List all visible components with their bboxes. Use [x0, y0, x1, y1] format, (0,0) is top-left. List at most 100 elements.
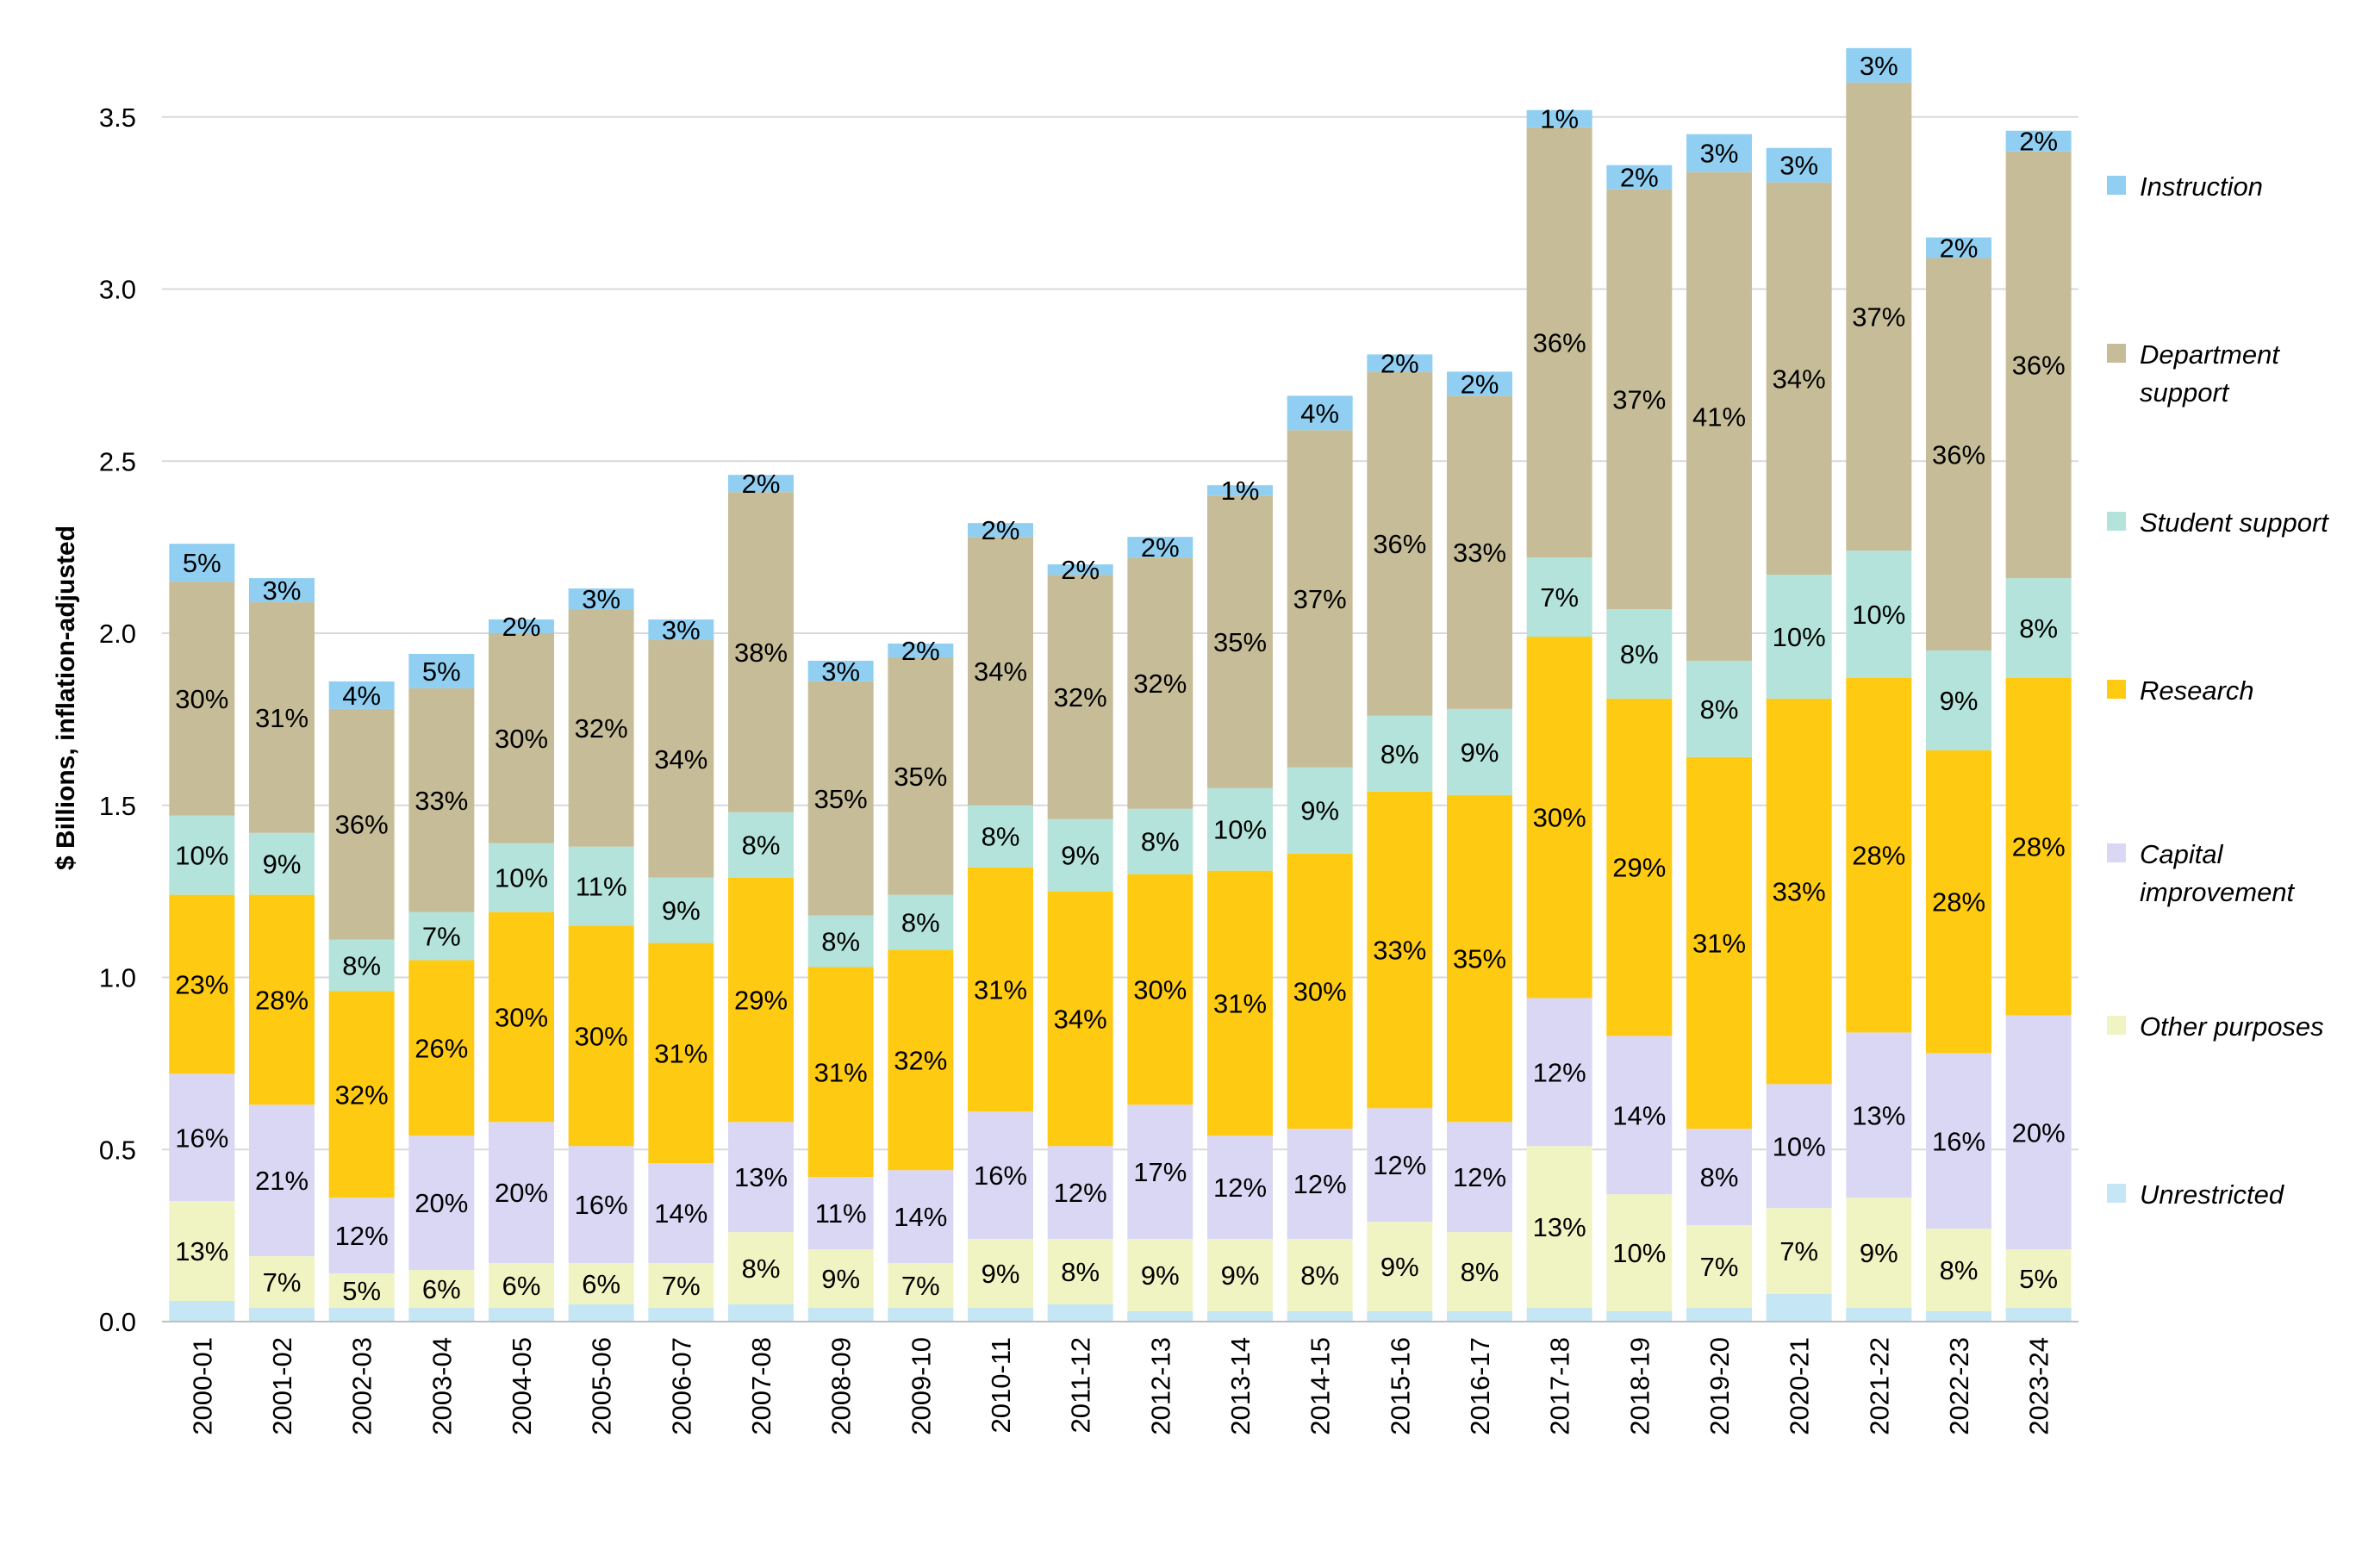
bar-segment — [1207, 495, 1273, 788]
bar-segment — [249, 832, 315, 895]
bar-segment — [888, 643, 954, 657]
bar-segment — [1287, 395, 1353, 431]
bar-segment — [1766, 1084, 1832, 1209]
bar-segment — [1207, 787, 1273, 871]
bar-segment — [169, 1301, 235, 1322]
data-label: 34% — [974, 656, 1027, 687]
data-label: 8% — [1380, 739, 1419, 769]
bar-segment — [1926, 750, 1991, 1054]
data-label: 33% — [1373, 936, 1426, 966]
legend-item: Unrestricted — [2107, 1176, 2355, 1214]
bar-segment — [1526, 109, 1592, 128]
bar-segment — [1926, 650, 1991, 750]
data-label: 9% — [662, 896, 701, 926]
bar-segment — [408, 912, 475, 961]
bar-segment — [1526, 1146, 1592, 1309]
data-labels: 13% 16% 23% 10% 30% 5% 7% 21% 28% 9% 31% 3% 5% 12% 32%… — [175, 51, 2065, 1306]
bar-segment — [568, 1263, 634, 1305]
data-label: 9% — [1940, 686, 1979, 716]
bar-segment — [1846, 1032, 1912, 1198]
data-label: 35% — [814, 784, 868, 814]
bar-segment — [1766, 1294, 1832, 1322]
bar-segment — [1287, 1239, 1353, 1312]
bar-segment — [1926, 258, 1991, 650]
x-tick-label: 2017-18 — [1545, 1337, 1575, 1435]
data-label: 9% — [1141, 1260, 1180, 1291]
bar-segment — [1846, 1198, 1912, 1309]
data-label: 36% — [2012, 350, 2066, 380]
bar-segment — [968, 1111, 1033, 1240]
bar-segment — [1207, 1136, 1273, 1240]
bar-segment — [1606, 165, 1673, 190]
bar-segment — [408, 1308, 475, 1322]
bar-segment — [489, 1308, 554, 1322]
bar-segment — [1766, 1208, 1832, 1295]
data-label: 30% — [1293, 976, 1347, 1006]
bar-segment — [1447, 1311, 1512, 1322]
bar-segment — [1207, 1311, 1273, 1322]
bar-segment — [1207, 1239, 1273, 1312]
bar-segment — [489, 1122, 554, 1264]
data-label: 8% — [901, 908, 940, 938]
x-tick-label: 2002-03 — [347, 1337, 377, 1435]
bar-segment — [328, 681, 395, 709]
bar-segment — [249, 578, 315, 603]
legend-label: Research — [2140, 675, 2254, 706]
data-label: 3% — [662, 615, 701, 645]
data-label: 11% — [576, 872, 627, 902]
bar-segment — [648, 1163, 714, 1264]
data-label: 12% — [1453, 1162, 1506, 1192]
bar-segment — [1367, 715, 1433, 792]
bar-segment — [728, 475, 794, 493]
bar-segment — [1606, 1194, 1673, 1312]
bar-segment — [1047, 891, 1113, 1147]
gridlines — [162, 115, 2078, 1151]
bar-segment — [328, 1308, 395, 1322]
bar-segment — [1686, 756, 1752, 1129]
y-tick-label: 0.0 — [99, 1307, 136, 1337]
data-label: 35% — [1453, 944, 1506, 974]
x-tick-label: 2012-13 — [1145, 1337, 1175, 1435]
data-label: 2% — [1061, 555, 1100, 585]
data-label: 13% — [175, 1236, 228, 1266]
bar-segment — [1447, 794, 1512, 1123]
x-tick-label: 2014-15 — [1306, 1337, 1336, 1435]
bar-segment — [169, 894, 235, 1074]
data-label: 21% — [255, 1166, 308, 1196]
x-tick-label: 2001-02 — [267, 1337, 297, 1435]
bar-segment — [408, 688, 475, 912]
data-label: 8% — [1300, 1260, 1339, 1291]
bar-segment — [728, 812, 794, 878]
bar-segment — [1287, 767, 1353, 854]
bar-segment — [328, 991, 395, 1198]
x-tick-label: 2003-04 — [427, 1337, 457, 1435]
bar-segment — [1606, 189, 1673, 610]
bar-segment — [1686, 134, 1752, 172]
bar-segment — [807, 1308, 874, 1322]
bar-segment — [2005, 1308, 2072, 1322]
legend-swatch — [2107, 1184, 2126, 1203]
legend-swatch — [2107, 843, 2126, 862]
bar-segment — [489, 843, 554, 912]
data-label: 5% — [2019, 1264, 2058, 1294]
data-label: 26% — [414, 1033, 468, 1063]
legend-item: Instruction — [2107, 168, 2355, 206]
bar-segment — [1926, 1311, 1991, 1322]
data-label: 33% — [1453, 538, 1506, 568]
bar-segment — [1127, 874, 1193, 1105]
bar-segment — [1047, 575, 1113, 819]
data-label: 28% — [2012, 832, 2066, 862]
bar-segment — [169, 1073, 235, 1202]
bar-segment — [1526, 557, 1592, 637]
bar-segment — [1047, 818, 1113, 892]
bar-segment — [1846, 47, 1912, 83]
data-label: 2% — [1620, 163, 1659, 193]
x-tick-label: 2004-05 — [507, 1337, 537, 1435]
data-label: 8% — [821, 927, 860, 957]
bar-segment — [648, 1263, 714, 1309]
data-label: 10% — [1773, 622, 1826, 652]
data-label: 9% — [1461, 737, 1499, 768]
data-label: 7% — [422, 922, 461, 952]
data-label: 33% — [414, 786, 468, 816]
data-label: 34% — [1054, 1004, 1107, 1034]
